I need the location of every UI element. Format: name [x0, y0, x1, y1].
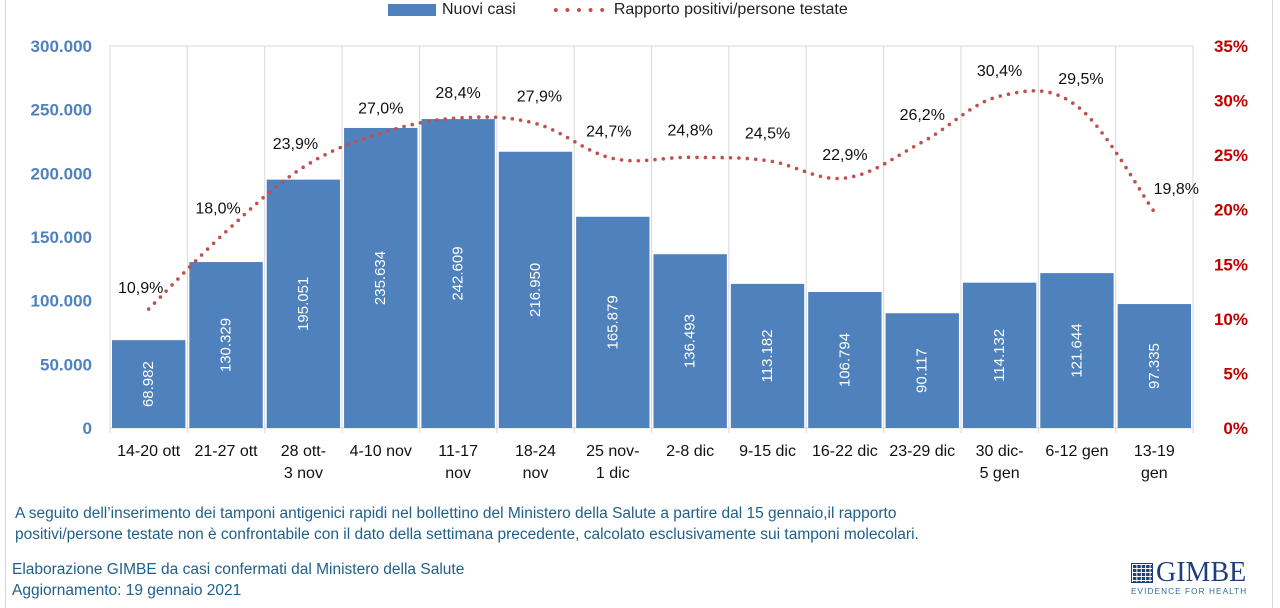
- line-value-label: 19,8%: [1154, 181, 1199, 198]
- x-tick-label: 9-15 dic: [739, 443, 796, 460]
- x-tick-label: 5 gen: [980, 465, 1020, 482]
- bar-value-label: 121.644: [1068, 323, 1085, 377]
- combo-chart: 0 50.000 100.000 150.000 200.000 250.000 300.0…: [31, 37, 1248, 482]
- gimbe-logo: GIMBE EVIDENCE FOR HEALTH: [1131, 557, 1251, 598]
- x-tick-label: gen: [1141, 465, 1168, 482]
- line-value-label: 22,9%: [822, 147, 867, 164]
- x-tick-label: 25 nov-: [586, 443, 639, 460]
- source-line-1: Elaborazione GIMBE da casi confermati da…: [12, 561, 465, 578]
- bar-value-label: 195.051: [295, 277, 312, 331]
- bar-value-label: 90.117: [914, 348, 931, 393]
- line-value-label: 10,9%: [118, 280, 163, 297]
- bar: [808, 292, 882, 428]
- x-tick-label: 2-8 dic: [666, 443, 714, 460]
- legend-line-swatch: [549, 8, 608, 12]
- bar: [344, 127, 418, 428]
- x-tick-label: 3 nov: [284, 465, 323, 482]
- line-value-label: 28,4%: [435, 85, 480, 102]
- bar: [421, 119, 495, 428]
- bar: [498, 151, 573, 428]
- ratio-line: [146, 89, 1157, 311]
- note-line-2: positivi/persone testate non è confronta…: [15, 526, 919, 543]
- y-right-tick-label: 15%: [1214, 255, 1248, 274]
- bar-value-label: 130.329: [218, 318, 235, 372]
- x-tick-label: 11-17: [438, 443, 478, 460]
- x-tick-label: 6-12 gen: [1045, 443, 1108, 460]
- line-value-label: 29,5%: [1058, 71, 1103, 88]
- x-tick-label: 21-27 ott: [194, 443, 258, 460]
- chart-frame: [5, 0, 1273, 608]
- bar-value-label: 235.634: [372, 251, 389, 305]
- bar: [962, 282, 1037, 428]
- x-tick-label: nov: [445, 465, 471, 482]
- y-right-tick-label: 0%: [1223, 419, 1248, 438]
- bar: [1040, 273, 1114, 428]
- y-left-tick-label: 50.000: [40, 355, 92, 374]
- bar: [112, 340, 186, 428]
- y-left-tick-label: 200.000: [31, 164, 92, 183]
- bar-value-label: 106.794: [836, 333, 853, 387]
- logo-tagline: EVIDENCE FOR HEALTH: [1131, 587, 1248, 596]
- line-value-label: 18,0%: [195, 201, 240, 218]
- bar: [576, 216, 650, 428]
- bar-value-label: 113.182: [759, 329, 776, 382]
- x-tick-label: 13-19: [1134, 443, 1175, 460]
- gimbe-grid-icon: [1131, 563, 1153, 583]
- x-tick-label: 18-24: [515, 443, 556, 460]
- source-text: Elaborazione GIMBE da casi confermati da…: [12, 559, 464, 601]
- y-left-tick-label: 300.000: [31, 37, 92, 56]
- y-right-tick-label: 20%: [1214, 201, 1248, 220]
- line-value-label: 24,8%: [667, 122, 712, 139]
- y-right-tick-label: 35%: [1214, 37, 1248, 56]
- bar: [653, 254, 727, 428]
- line-value-label: 24,7%: [586, 123, 631, 140]
- line-value-label: 24,5%: [745, 126, 790, 143]
- y-left-tick-label: 250.000: [31, 101, 92, 120]
- x-tick-label: 4-10 nov: [350, 443, 412, 460]
- y-left-tick-label: 0: [83, 419, 92, 438]
- bar-value-label: 242.609: [450, 246, 467, 300]
- x-tick-label: 16-22 dic: [812, 443, 878, 460]
- bar: [885, 313, 959, 428]
- y-right-tick-label: 5%: [1223, 364, 1248, 383]
- logo-name: GIMBE: [1156, 557, 1247, 588]
- bar-value-label: 97.335: [1146, 343, 1163, 389]
- bar-value-label: 68.982: [140, 361, 157, 407]
- line-value-label: 26,2%: [900, 107, 945, 124]
- y-right-tick-label: 30%: [1214, 92, 1248, 111]
- line-value-label: 30,4%: [977, 63, 1022, 80]
- x-tick-label: nov: [523, 465, 549, 482]
- bar-value-label: 114.132: [991, 329, 1008, 382]
- y-left-tick-label: 100.000: [31, 292, 92, 311]
- legend-line-label: Rapporto positivi/persone testate: [613, 1, 848, 18]
- note-line-1: A seguito dell’inserimento dei tamponi a…: [15, 505, 897, 522]
- line-value-label: 27,0%: [358, 100, 403, 117]
- legend: Nuovi casi Rapporto positivi/persone tes…: [388, 0, 848, 20]
- bar-value-label: 165.879: [604, 295, 621, 349]
- y-left-tick-label: 150.000: [31, 228, 92, 247]
- chart-note: A seguito dell’inserimento dei tamponi a…: [15, 503, 1255, 545]
- bar: [1117, 304, 1191, 428]
- bar: [266, 179, 341, 428]
- bar: [189, 262, 263, 428]
- x-tick-label: 14-20 ott: [117, 443, 181, 460]
- bar: [730, 283, 805, 428]
- bar-value-label: 136.493: [682, 314, 699, 368]
- x-tick-label: 30 dic-: [976, 443, 1024, 460]
- legend-bars-label: Nuovi casi: [442, 1, 516, 18]
- x-tick-label: 23-29 dic: [889, 443, 955, 460]
- y-right-tick-label: 10%: [1214, 310, 1248, 329]
- line-value-label: 27,9%: [517, 88, 562, 105]
- x-tick-label: 1 dic: [596, 465, 630, 482]
- y-right-tick-label: 25%: [1214, 146, 1248, 165]
- legend-bar-swatch: [388, 4, 436, 16]
- bar-value-label: 216.950: [527, 263, 544, 317]
- source-line-2: Aggiornamento: 19 gennaio 2021: [12, 582, 242, 599]
- x-tick-label: 28 ott-: [281, 443, 326, 460]
- line-value-label: 23,9%: [273, 136, 318, 153]
